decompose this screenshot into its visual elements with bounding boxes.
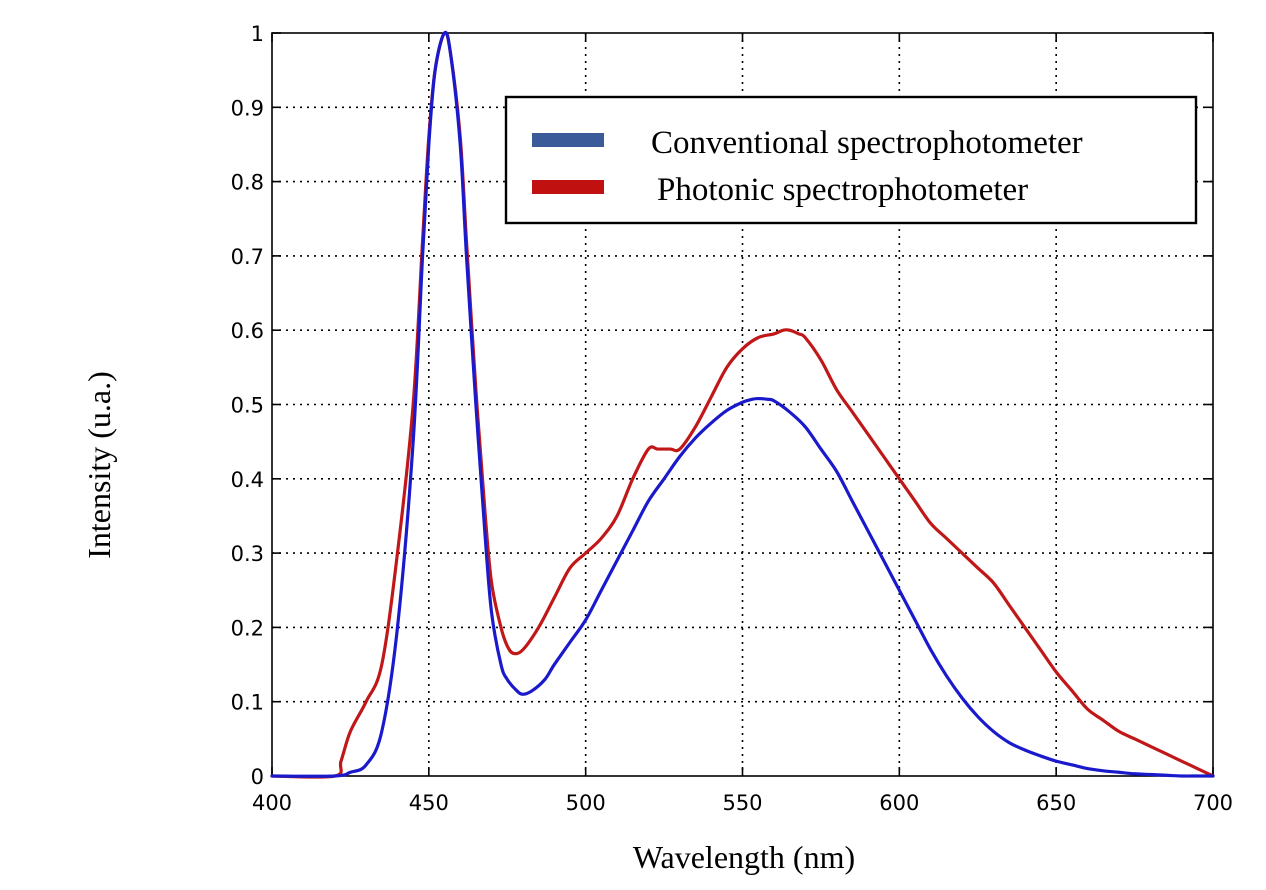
grid xyxy=(272,33,1213,776)
legend: Conventional spectrophotometer Photonic … xyxy=(504,95,1198,225)
y-tick-label-1: 1 xyxy=(251,22,264,46)
x-tick-label-700: 700 xyxy=(1193,791,1233,815)
y-tick-label-0.8: 0.8 xyxy=(231,171,264,195)
legend-label-conventional: Conventional spectrophotometer xyxy=(651,125,1083,161)
x-tick-labels: 400 450 500 550 600 650 700 xyxy=(252,791,1233,815)
x-tick-label-650: 650 xyxy=(1036,791,1076,815)
y-tick-label-0.5: 0.5 xyxy=(231,394,264,418)
x-tick-label-500: 500 xyxy=(566,791,606,815)
y-tick-label-0.9: 0.9 xyxy=(231,96,264,120)
legend-box xyxy=(504,95,1198,225)
y-tick-label-0.6: 0.6 xyxy=(231,319,264,343)
legend-label-photonic: Photonic spectrophotometer xyxy=(657,172,1028,208)
x-tick-label-600: 600 xyxy=(879,791,919,815)
y-tick-label-0.1: 0.1 xyxy=(231,691,264,715)
y-tick-label-0.2: 0.2 xyxy=(231,616,264,640)
x-tick-label-450: 450 xyxy=(409,791,449,815)
y-tick-label-0: 0 xyxy=(251,765,264,789)
legend-swatch-photonic xyxy=(532,180,604,194)
y-tick-label-0.7: 0.7 xyxy=(231,245,264,269)
y-axis-title: Intensity (u.a.) xyxy=(81,371,117,559)
legend-swatch-conventional xyxy=(532,133,604,147)
y-tick-label-0.4: 0.4 xyxy=(231,468,264,492)
x-tick-label-400: 400 xyxy=(252,791,292,815)
series-lines xyxy=(270,30,1215,779)
series-line-conventional xyxy=(270,30,1215,778)
x-tick-label-550: 550 xyxy=(722,791,762,815)
y-tick-label-0.3: 0.3 xyxy=(231,542,264,566)
y-tick-labels: 0 0.1 0.2 0.3 0.4 0.5 0.6 0.7 0.8 0.9 1 xyxy=(231,22,264,789)
x-axis-title: Wavelength (nm) xyxy=(633,839,855,875)
